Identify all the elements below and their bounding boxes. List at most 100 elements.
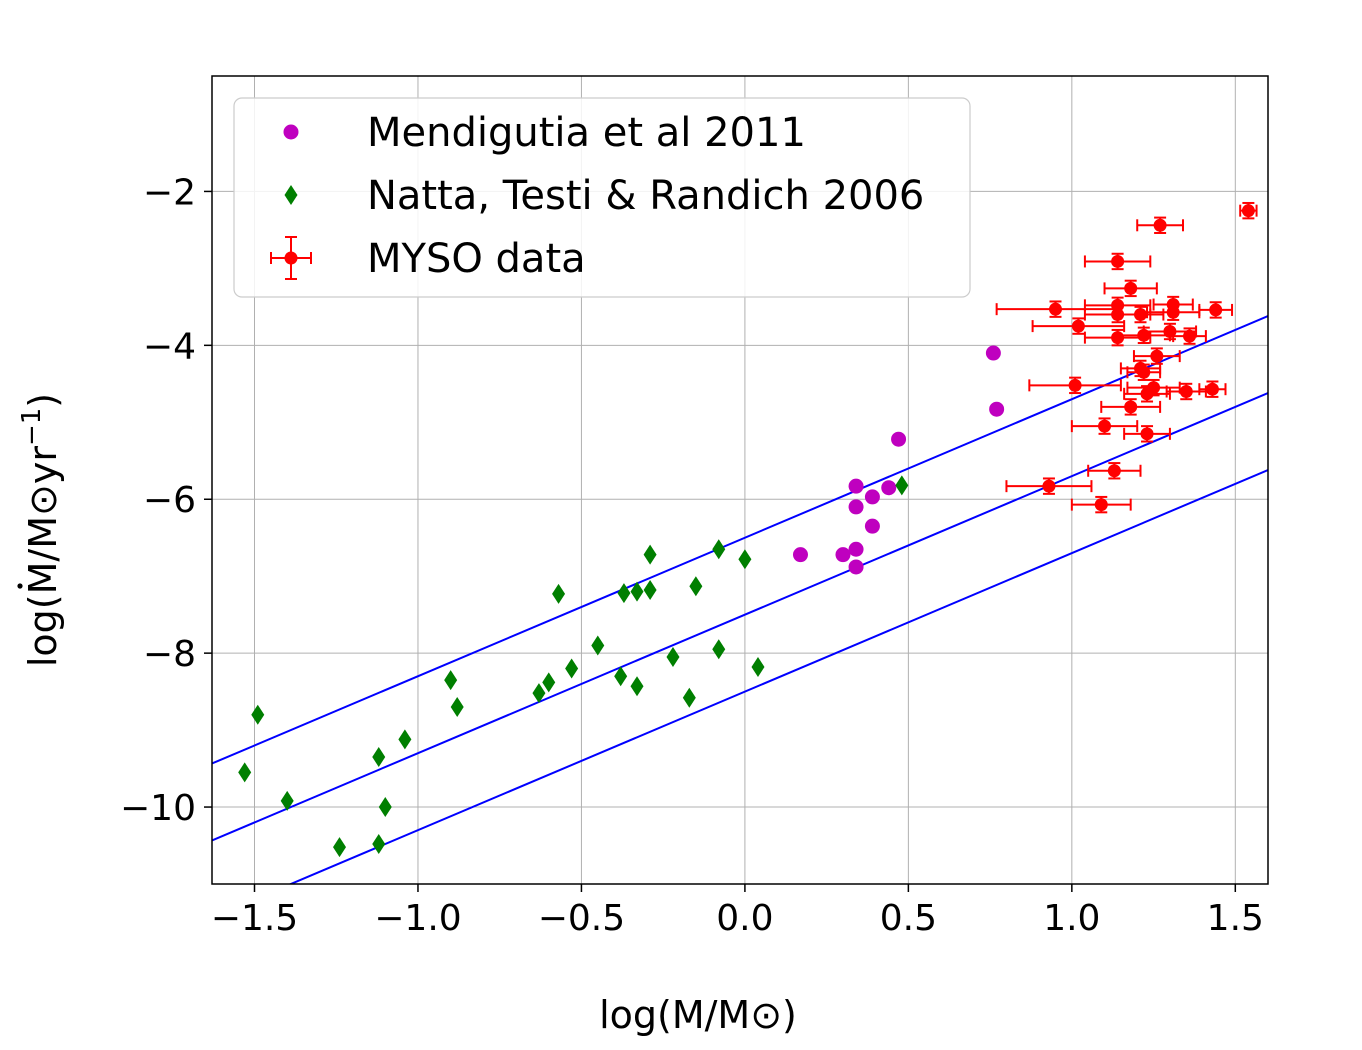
myso-point (1100, 398, 1162, 416)
mendigutia-point (848, 541, 864, 557)
myso-point (1123, 385, 1171, 403)
mendigutia-point (835, 547, 851, 563)
myso-point (1028, 376, 1122, 395)
natta-point (614, 666, 628, 687)
natta-point (238, 762, 252, 783)
x-tick-label: 1.0 (1043, 898, 1100, 939)
data-points (238, 201, 1258, 858)
myso-point (1136, 216, 1184, 234)
myso-marker (1107, 464, 1121, 478)
natta-point (591, 635, 605, 656)
legend-marker-natta (284, 185, 298, 205)
myso-marker (1098, 419, 1112, 433)
natta-point (552, 583, 566, 604)
y-tick-label: −10 (120, 788, 196, 829)
natta-point (689, 576, 703, 597)
myso-point (1126, 363, 1162, 381)
mdot-dot (17, 583, 23, 589)
natta-point (666, 646, 680, 667)
x-tick-label: 0.5 (880, 898, 937, 939)
mendigutia-point (985, 345, 1001, 361)
myso-marker (1166, 305, 1180, 319)
y-tick-label: −8 (143, 634, 196, 675)
relation-line (288, 469, 1268, 884)
mendigutia-point (881, 480, 897, 496)
myso-point (1103, 279, 1158, 298)
y-label-prefix: log( (21, 594, 65, 667)
legend: Mendigutia et al 2011 Natta, Testi & Rand… (233, 97, 971, 298)
mendigutia-point (864, 518, 880, 534)
natta-point (450, 697, 464, 718)
myso-point (1198, 301, 1234, 319)
x-tick-label: −0.5 (538, 898, 625, 939)
myso-marker (1048, 302, 1062, 316)
mendigutia-point (989, 401, 1005, 417)
legend-label: Natta, Testi & Randich 2006 (367, 173, 924, 219)
myso-marker (1150, 349, 1164, 363)
mendigutia-point (792, 547, 808, 563)
natta-point (398, 729, 412, 750)
natta-point (643, 580, 657, 601)
myso-marker (1111, 298, 1125, 312)
y-tick-label: −2 (143, 172, 196, 213)
myso-marker (1183, 329, 1197, 343)
svg-text:log(M/M⊙yr−1): log(M/M⊙yr−1) (17, 393, 65, 667)
axis-ticks: −1.5 −1.0 −0.5 0.0 0.5 1.0 1.5 −10 −8 −6 −4 −2 (120, 172, 1264, 939)
myso-marker (1137, 365, 1151, 379)
myso-marker (1111, 308, 1125, 322)
mendigutia-point (891, 431, 907, 447)
natta-point (751, 656, 765, 677)
natta-point (444, 670, 458, 691)
myso-point (1070, 495, 1132, 514)
y-label-exp: −1 (17, 408, 47, 446)
legend-marker-mendigutia (283, 124, 299, 140)
legend-marker-myso (270, 236, 312, 280)
relation-line (212, 315, 1268, 765)
myso-point (1146, 303, 1201, 321)
mendigutia-point (864, 489, 880, 505)
mendigutia-point (848, 559, 864, 575)
natta-point (280, 790, 294, 811)
mendigutia-point (848, 478, 864, 494)
myso-point (1083, 305, 1152, 324)
myso-marker (1205, 382, 1219, 396)
natta-point (630, 676, 644, 697)
myso-point (1031, 317, 1126, 335)
natta-point (251, 704, 265, 725)
myso-marker (1140, 427, 1154, 441)
natta-point (542, 672, 556, 693)
natta-point (372, 833, 386, 854)
natta-point (333, 837, 347, 858)
natta-point (643, 544, 657, 565)
y-label-mdot: M (21, 562, 65, 595)
myso-point (1070, 417, 1139, 435)
myso-marker (1140, 387, 1154, 401)
x-tick-label: −1.5 (211, 898, 298, 939)
natta-point (630, 581, 644, 602)
myso-marker (1111, 254, 1125, 268)
myso-marker (1068, 378, 1082, 392)
natta-point (565, 658, 579, 679)
relation-line (212, 392, 1268, 842)
myso-marker (1071, 319, 1085, 333)
legend-label: Mendigutia et al 2011 (367, 110, 806, 156)
y-label-suffix: ) (21, 393, 65, 408)
natta-point (738, 549, 752, 570)
myso-point (1172, 327, 1207, 345)
y-axis-label: log(M/M⊙yr−1) (17, 393, 65, 667)
myso-marker (1241, 204, 1255, 218)
myso-point (1198, 380, 1227, 398)
myso-point (1123, 425, 1171, 443)
myso-marker (1179, 385, 1193, 399)
y-tick-label: −4 (143, 326, 196, 367)
y-label-mid: /M⊙yr (21, 446, 65, 562)
plot-frame (211, 75, 1269, 885)
natta-point (712, 639, 726, 660)
myso-point (1005, 477, 1093, 495)
legend-myso-dot (284, 251, 298, 265)
myso-marker (1124, 400, 1138, 414)
natta-point (532, 683, 546, 704)
natta-point (378, 797, 392, 818)
myso-point (1239, 201, 1258, 220)
